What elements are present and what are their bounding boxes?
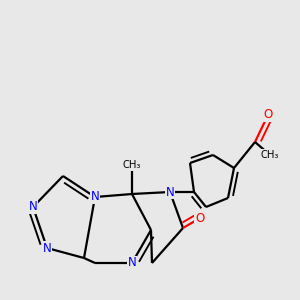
Text: N: N (91, 190, 99, 203)
Text: CH₃: CH₃ (261, 150, 279, 160)
Text: N: N (43, 242, 51, 254)
Text: N: N (28, 200, 38, 214)
Text: N: N (166, 185, 174, 199)
Text: N: N (128, 256, 136, 269)
Text: O: O (195, 212, 205, 224)
Text: CH₃: CH₃ (123, 160, 141, 170)
Text: O: O (263, 109, 273, 122)
